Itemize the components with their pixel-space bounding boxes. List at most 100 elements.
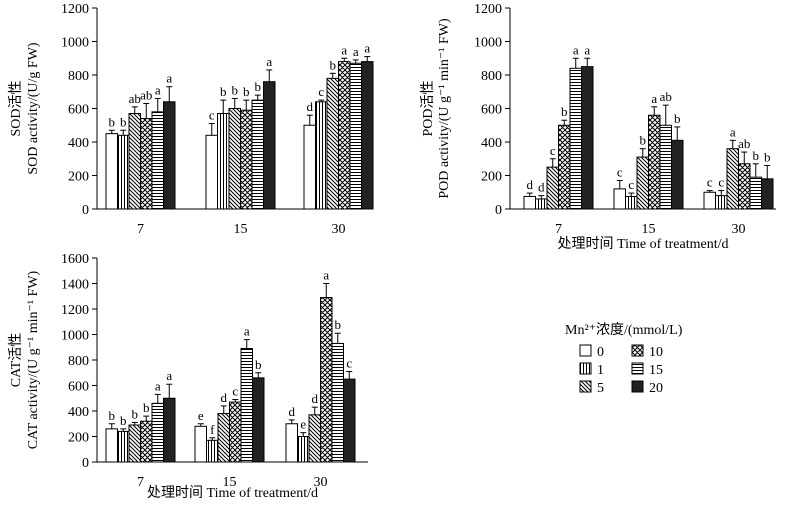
sod-significance-letter: b: [220, 84, 227, 99]
sod-bar-15-20: [263, 81, 276, 210]
legend-label-5: 5: [597, 381, 604, 396]
cat-significance-letter: a: [155, 378, 161, 393]
pod-bar-15-5: [636, 156, 649, 210]
cat-bar-30-20: [343, 378, 356, 463]
pod-y-label-cn: POD活性: [420, 80, 436, 136]
cat-significance-letter: a: [166, 368, 172, 383]
pod-bar-7-1: [535, 198, 548, 210]
legend-swatch-0: [579, 344, 592, 357]
sod-significance-letter: a: [341, 42, 347, 57]
cat-bar-7-20: [163, 397, 176, 463]
sod-significance-letter: b: [255, 79, 262, 94]
pod-significance-letter: a: [730, 124, 736, 139]
pod-y-tick-label: 800: [481, 69, 502, 84]
sod-x-tick-label: 7: [137, 222, 144, 237]
cat-y-tick-label: 1400: [61, 278, 89, 293]
legend-swatch-10: [631, 344, 644, 357]
sod-significance-letter: a: [364, 41, 370, 56]
sod-significance-letter: b: [109, 114, 116, 129]
sod-significance-letter: b: [330, 57, 337, 72]
cat-bar-7-15: [151, 402, 164, 463]
sod-significance-letter: b: [232, 82, 239, 97]
cat-significance-letter: d: [221, 390, 228, 405]
cat-bar-30-15: [331, 342, 344, 463]
sod-y-tick-label: 0: [82, 203, 89, 218]
legend-swatch-1: [579, 362, 592, 375]
pod-significance-letter: c: [707, 175, 713, 190]
pod-bar-15-20: [671, 139, 684, 210]
cat-significance-letter: b: [109, 408, 116, 423]
cat-significance-letter: d: [312, 391, 319, 406]
cat-bar-7-5: [128, 424, 141, 463]
sod-y-tick-label: 600: [68, 103, 89, 118]
cat-significance-letter: f: [210, 422, 215, 437]
cat-y-label: CAT activity/(U g⁻¹ min⁻¹ FW): [26, 270, 41, 449]
legend-swatch-5: [579, 380, 592, 393]
sod-bar-30-10: [338, 61, 351, 210]
cat-bar-30-0: [285, 423, 298, 463]
cat-panel: 0 200 400 600 800 1000 1200 1400 1600 CAT活性 CAT ac…: [8, 252, 368, 501]
sod-bar-30-15: [349, 62, 362, 210]
pod-significance-letter: d: [538, 180, 545, 195]
sod-x-tick-label: 15: [234, 222, 248, 237]
legend-label-10: 10: [649, 345, 663, 360]
sod-bar-15-5: [228, 108, 241, 210]
cat-significance-letter: e: [300, 417, 306, 432]
cat-y-tick-label: 0: [82, 456, 89, 471]
legend-swatch-15: [631, 362, 644, 375]
sod-bar-7-1: [117, 134, 130, 210]
legend-label-15: 15: [649, 363, 663, 378]
sod-significance-letter: c: [318, 84, 324, 99]
sod-significance-letter: b: [120, 114, 127, 129]
sod-significance-letter: d: [307, 99, 314, 114]
sod-significance-letter: a: [266, 54, 272, 69]
cat-x-tick-label: 7: [137, 475, 144, 490]
sod-bar-15-0: [205, 134, 218, 210]
pod-significance-letter: ab: [738, 136, 750, 151]
pod-significance-letter: ab: [660, 89, 672, 104]
cat-bar-15-0: [194, 425, 207, 463]
cat-y-label-cn: CAT活性: [8, 333, 24, 387]
cat-bar-30-10: [320, 297, 333, 463]
pod-bar-15-15: [659, 124, 672, 210]
cat-significance-letter: b: [143, 400, 150, 415]
sod-significance-letter: a: [166, 71, 172, 86]
sod-y-tick-label: 200: [68, 170, 89, 185]
pod-bar-15-0: [613, 188, 626, 210]
cat-bar-7-0: [105, 428, 118, 463]
cat-x-label: 处理时间 Time of treatment/d: [147, 485, 318, 501]
cat-significance-letter: c: [346, 355, 352, 370]
pod-y-tick-label: 0: [495, 203, 502, 218]
cat-significance-letter: c: [232, 384, 238, 399]
pod-significance-letter: b: [764, 149, 771, 164]
cat-significance-letter: b: [120, 413, 127, 428]
cat-bar-15-15: [240, 348, 253, 463]
sod-y-label-cn: SOD活性: [8, 80, 24, 136]
pod-y-label: POD activity/(U g⁻¹ min⁻¹ FW): [437, 18, 452, 199]
sod-significance-letter: a: [353, 44, 359, 59]
sod-bar-30-20: [361, 61, 374, 210]
sod-bar-7-10: [140, 118, 153, 210]
pod-y-tick-label: 1200: [474, 2, 502, 17]
sod-significance-letter: a: [155, 82, 161, 97]
pod-bar-30-10: [738, 163, 751, 210]
cat-y-tick-label: 800: [68, 354, 89, 369]
pod-bar-15-1: [625, 195, 638, 210]
pod-bar-7-5: [546, 166, 559, 210]
pod-significance-letter: b: [753, 148, 760, 163]
sod-x-tick-label: 30: [332, 222, 346, 237]
cat-bar-30-5: [308, 414, 321, 463]
cat-significance-letter: a: [244, 324, 250, 339]
legend-label-0: 0: [597, 345, 604, 360]
pod-significance-letter: c: [718, 175, 724, 190]
pod-significance-letter: c: [628, 177, 634, 192]
pod-y-tick-label: 1000: [474, 36, 502, 51]
cat-y-tick-label: 1200: [61, 303, 89, 318]
sod-y-tick-label: 400: [68, 136, 89, 151]
pod-y-tick-label: 400: [481, 136, 502, 151]
pod-bar-30-1: [715, 195, 728, 210]
pod-x-tick-label: 7: [555, 222, 562, 237]
sod-significance-letter: ab: [129, 91, 141, 106]
